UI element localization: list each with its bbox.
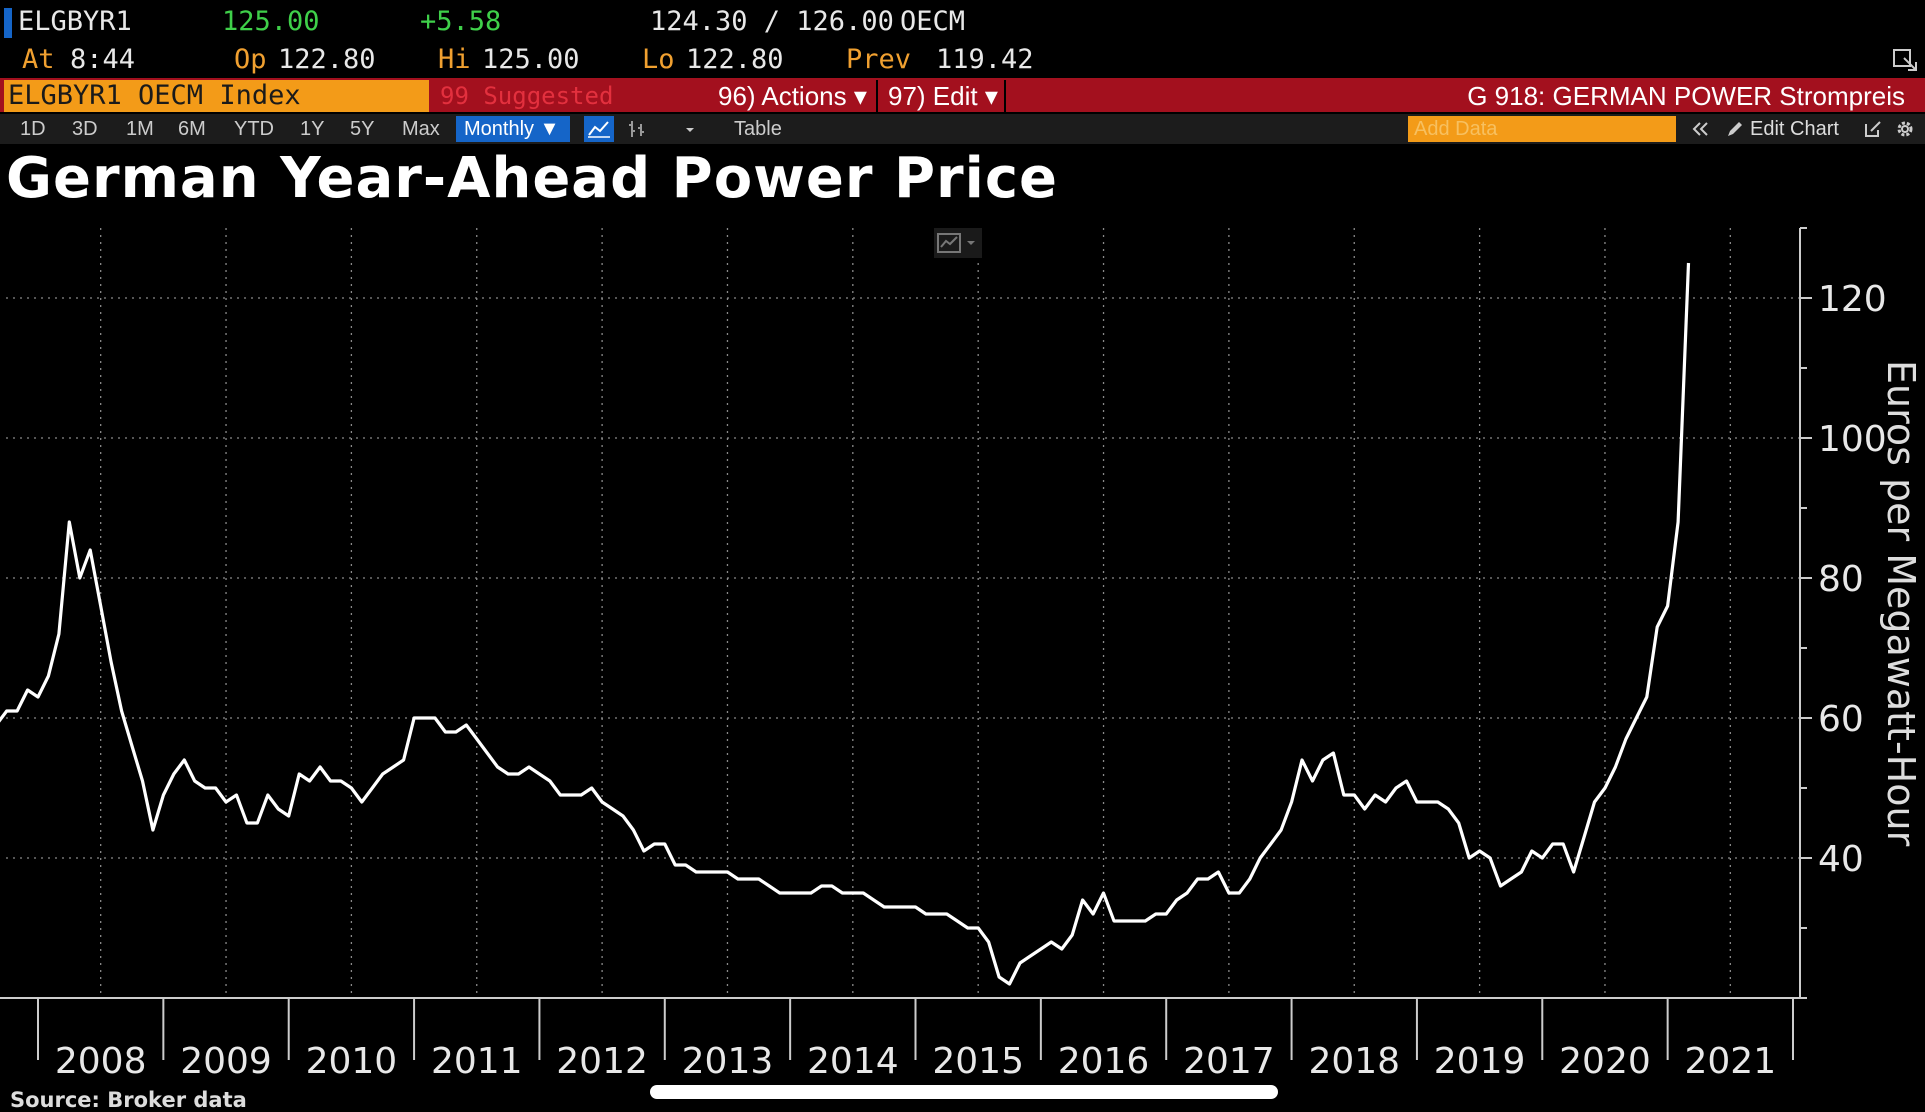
actions-menu[interactable]: 96) Actions ▾ (718, 81, 867, 111)
range-1d[interactable]: 1D (20, 118, 46, 140)
page-title: G 918: GERMAN POWER Strompreis (1467, 81, 1905, 111)
pricing-source: OECM (900, 6, 966, 37)
price-series-line (0, 262, 1691, 986)
edit-chart-button[interactable]: Edit Chart (1750, 118, 1839, 140)
high-label: Hi (438, 44, 471, 75)
x-tick-label: 2021 (1685, 1041, 1777, 1082)
x-tick-label: 2009 (180, 1041, 272, 1082)
range-6m[interactable]: 6M (178, 118, 206, 140)
y-tick-label: 100 (1818, 419, 1887, 460)
range-1m[interactable]: 1M (126, 118, 154, 140)
table-button[interactable]: Table (734, 118, 782, 140)
y-tick-label: 40 (1818, 839, 1864, 880)
source-note: Source: Broker data (10, 1088, 247, 1112)
bid-ask: 124.30 / 126.00 (650, 6, 894, 37)
x-tick-label: 2012 (556, 1041, 648, 1082)
chart-type-icon[interactable] (584, 116, 614, 142)
range-5y[interactable]: 5Y (350, 118, 375, 140)
dropdown-arrow-icon[interactable] (680, 116, 700, 142)
open-value: 122.80 (278, 44, 376, 75)
range-ytd[interactable]: YTD (234, 118, 274, 140)
x-tick-label: 2008 (55, 1041, 147, 1082)
last-price: 125.00 (222, 6, 320, 37)
pencil-icon (1724, 118, 1744, 140)
x-tick-label: 2016 (1058, 1041, 1150, 1082)
ticker-symbol: ELGBYR1 (18, 6, 132, 37)
x-tick-label: 2011 (431, 1041, 523, 1082)
edit-menu[interactable]: 97) Edit ▾ (888, 81, 998, 111)
home-indicator[interactable] (650, 1085, 1278, 1099)
open-label: Op (234, 44, 267, 75)
y-tick-label: 120 (1818, 279, 1887, 320)
x-tick-label: 2017 (1183, 1041, 1275, 1082)
x-tick-label: 2013 (682, 1041, 774, 1082)
prev-value: 119.42 (936, 44, 1034, 75)
chart-title: German Year-Ahead Power Price (6, 146, 1059, 211)
gridlines (6, 228, 1800, 998)
frequency-dropdown[interactable]: Monthly ▼ (456, 116, 570, 142)
gear-icon[interactable] (1894, 118, 1916, 140)
low-value: 122.80 (686, 44, 784, 75)
prev-label: Prev (846, 44, 912, 75)
security-field[interactable]: ELGBYR1 OECM Index (4, 80, 429, 112)
divider (876, 80, 878, 112)
divider (1004, 80, 1006, 112)
y-tick-label: 80 (1818, 559, 1864, 600)
x-tick-label: 2019 (1434, 1041, 1526, 1082)
range-3d[interactable]: 3D (72, 118, 98, 140)
x-tick-label: 2015 (932, 1041, 1024, 1082)
collapse-icon[interactable] (1688, 116, 1712, 142)
x-tick-label: 2010 (306, 1041, 398, 1082)
axis-ticks: 2008 2009 2010 2011 2012 2013 2014 2015 2016 2017… (37, 227, 1887, 1082)
add-data-input[interactable]: Add Data (1408, 116, 1676, 142)
high-value: 125.00 (482, 44, 580, 75)
x-tick-label: 2018 (1308, 1041, 1400, 1082)
axes (0, 228, 1801, 999)
range-1y[interactable]: 1Y (300, 118, 325, 140)
range-max[interactable]: Max (402, 118, 440, 140)
edit-icon[interactable] (1862, 118, 1884, 140)
ticker-marker (4, 8, 12, 38)
y-axis-label: Euros per Megawatt-Hour (1879, 360, 1923, 847)
popout-icon[interactable] (1892, 46, 1920, 74)
at-label: At (22, 44, 55, 75)
x-tick-label: 2020 (1559, 1041, 1651, 1082)
at-value: 8:44 (70, 44, 136, 75)
bars-icon[interactable] (624, 116, 650, 142)
low-label: Lo (642, 44, 675, 75)
chart-menu-icon[interactable] (934, 228, 982, 258)
price-change: +5.58 (420, 6, 502, 37)
x-tick-label: 2014 (807, 1041, 899, 1082)
y-tick-label: 60 (1818, 699, 1864, 740)
